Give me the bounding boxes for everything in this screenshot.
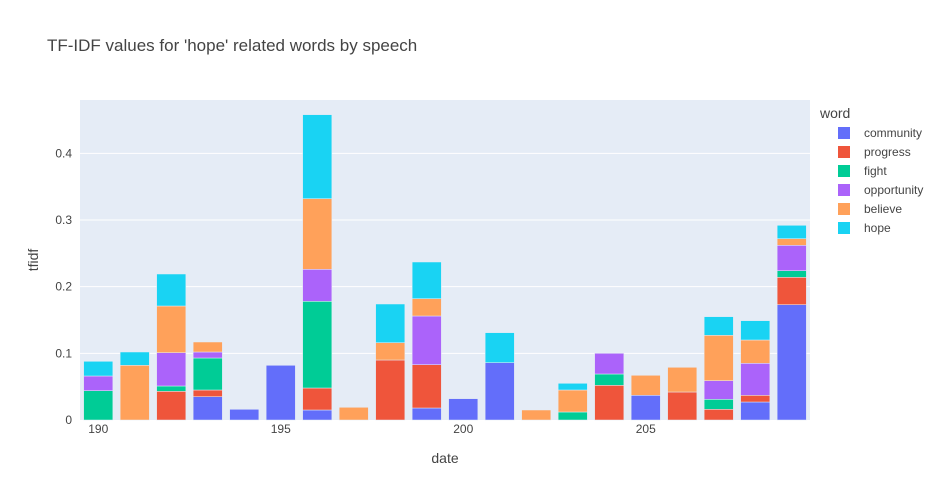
- bar-segment-opportunity: [302, 269, 333, 302]
- bar-segment-believe: [740, 339, 771, 364]
- legend-label-opportunity: opportunity: [864, 183, 923, 197]
- bar-segment-believe: [703, 335, 734, 381]
- legend-swatch-community: [838, 127, 850, 139]
- x-axis-ticks: 190 195 200 205: [88, 422, 656, 436]
- y-axis-title: tfidf: [25, 249, 41, 272]
- bar-segment-believe: [302, 198, 333, 270]
- bar-segment-believe: [192, 341, 223, 353]
- y-tick-label: 0.2: [55, 280, 72, 294]
- bar-segment-hope: [557, 383, 588, 391]
- bar-segment-community: [411, 407, 442, 421]
- bar-segment-hope: [375, 303, 406, 343]
- y-tick-label: 0: [65, 413, 72, 427]
- bar-segment-community: [302, 409, 333, 421]
- gridlines: [80, 152, 810, 354]
- legend-swatch-fight: [838, 165, 850, 177]
- bar-segment-community: [484, 362, 515, 421]
- bar-segment-community: [229, 409, 260, 421]
- bar-segment-opportunity: [776, 245, 807, 271]
- bar-segment-opportunity: [594, 353, 625, 375]
- bar-segment-community: [265, 365, 296, 421]
- bar-segment-believe: [119, 365, 150, 421]
- bar-segment-fight: [156, 385, 187, 392]
- bar-segment-fight: [192, 357, 223, 391]
- bar-segment-believe: [338, 407, 369, 421]
- legend-label-fight: fight: [864, 164, 887, 178]
- legend-swatch-progress: [838, 146, 850, 158]
- bar-segment-opportunity: [703, 380, 734, 400]
- bar-segment-progress: [776, 277, 807, 305]
- bar-segment-opportunity: [192, 351, 223, 359]
- bar-segment-believe: [776, 238, 807, 246]
- x-axis-title: date: [431, 450, 458, 466]
- bar-segment-community: [630, 395, 661, 421]
- legend-label-community: community: [864, 126, 922, 140]
- y-axis-ticks: 0 0.1 0.2 0.3 0.4: [55, 146, 72, 427]
- y-tick-label: 0.3: [55, 213, 72, 227]
- bar-segment-fight: [83, 390, 114, 421]
- bar-segment-believe: [156, 305, 187, 353]
- bar-segment-fight: [776, 270, 807, 278]
- bar-segment-fight: [302, 301, 333, 389]
- bar-segment-progress: [740, 395, 771, 403]
- bar-segment-believe: [667, 367, 698, 393]
- bar-segment-fight: [703, 399, 734, 410]
- legend-swatch-hope: [838, 222, 850, 234]
- bar-segment-believe: [411, 298, 442, 317]
- bar-segment-believe: [375, 342, 406, 361]
- bar-segment-opportunity: [740, 363, 771, 396]
- bar-segment-community: [448, 398, 479, 421]
- bar-segment-hope: [776, 225, 807, 239]
- bar-segment-progress: [375, 359, 406, 421]
- bar-segment-hope: [484, 332, 515, 363]
- bars: [83, 114, 807, 421]
- bar-segment-community: [776, 304, 807, 421]
- bar-segment-opportunity: [411, 315, 442, 365]
- bar-segment-hope: [119, 351, 150, 366]
- bar-segment-progress: [667, 391, 698, 421]
- bar-segment-believe: [630, 375, 661, 396]
- legend-title: word: [819, 105, 850, 121]
- legend-swatch-believe: [838, 203, 850, 215]
- x-tick-label: 195: [271, 422, 291, 436]
- bar-segment-opportunity: [83, 375, 114, 391]
- x-tick-label: 205: [636, 422, 656, 436]
- x-tick-label: 190: [88, 422, 108, 436]
- bar-segment-progress: [156, 391, 187, 421]
- legend-label-progress: progress: [864, 145, 911, 159]
- bar-segment-believe: [521, 409, 552, 421]
- legend: word community progress fight opportunity be…: [819, 105, 923, 235]
- x-tick-label: 200: [453, 422, 473, 436]
- legend-label-believe: believe: [864, 202, 902, 216]
- bar-segment-hope: [740, 320, 771, 341]
- legend-swatch-opportunity: [838, 184, 850, 196]
- bar-segment-hope: [156, 273, 187, 307]
- bar-segment-believe: [557, 389, 588, 413]
- y-tick-label: 0.1: [55, 346, 72, 360]
- bar-segment-opportunity: [156, 352, 187, 387]
- bar-segment-community: [740, 401, 771, 421]
- y-tick-label: 0.4: [55, 146, 72, 160]
- legend-label-hope: hope: [864, 221, 891, 235]
- bar-segment-hope: [302, 114, 333, 199]
- bar-segment-progress: [411, 364, 442, 409]
- bar-segment-community: [192, 396, 223, 421]
- bar-segment-hope: [411, 261, 442, 299]
- bar-segment-fight: [594, 373, 625, 386]
- plot-area: [80, 100, 810, 420]
- bar-segment-progress: [703, 409, 734, 421]
- bar-segment-progress: [302, 387, 333, 411]
- bar-segment-fight: [557, 411, 588, 421]
- bar-segment-hope: [83, 361, 114, 377]
- chart-title: TF-IDF values for 'hope' related words b…: [47, 36, 417, 55]
- bar-segment-progress: [192, 389, 223, 397]
- bar-segment-hope: [703, 316, 734, 336]
- bar-segment-progress: [594, 385, 625, 421]
